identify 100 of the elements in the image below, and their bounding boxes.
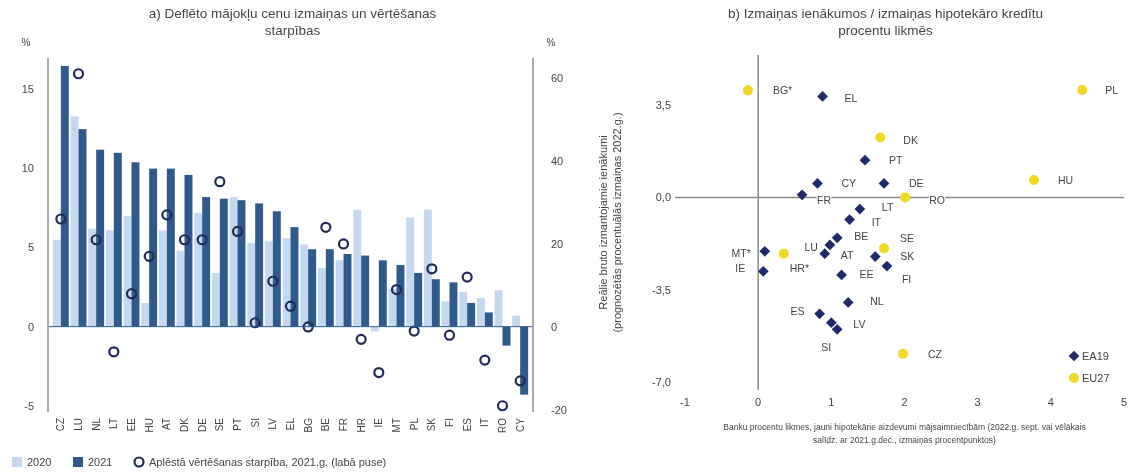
x-tick-label: SI xyxy=(249,418,261,428)
point xyxy=(1077,85,1088,96)
point xyxy=(496,400,509,412)
x-tick-label: 0 xyxy=(755,396,762,408)
x-tick-label: CY xyxy=(514,417,526,432)
point xyxy=(881,260,893,272)
x-tick-label: HU xyxy=(143,418,155,433)
point xyxy=(759,245,771,257)
y-tick-label: 3,5 xyxy=(655,99,671,112)
bar xyxy=(123,216,132,327)
bar xyxy=(476,298,485,327)
x-tick-label: DE xyxy=(196,417,208,432)
annotation: BG* xyxy=(772,84,793,97)
x-tick-label: CZ xyxy=(55,418,67,432)
bar xyxy=(70,116,79,327)
y2-tick-label: 60 xyxy=(551,71,564,84)
point xyxy=(869,251,881,262)
point xyxy=(844,214,855,225)
point xyxy=(854,203,866,215)
y-axis-title: Reālie bruto izmantojamie ienākumi (prognozētās procentuālās izmaiņas 2022.g.) xyxy=(597,112,623,333)
annotation: PT xyxy=(888,153,903,166)
y2-tick-label: 20 xyxy=(551,237,564,250)
bar xyxy=(247,242,256,327)
annotation: SI xyxy=(821,341,832,354)
x-tick-label: DK xyxy=(179,417,190,432)
bar xyxy=(264,241,273,327)
y-tick-label: -3,5 xyxy=(652,283,671,296)
x-axis-title: Banku procentu likmes, jauni hipotekārie aizdevumi mājsaimniecībām (2022.g. sept. vai vēlākais salīdz. ar 2021.g.dec., izmaiņas procentpunktos) xyxy=(723,422,1086,445)
point xyxy=(72,68,85,80)
bar xyxy=(317,268,326,327)
bar xyxy=(388,288,397,327)
x-tick-label: FR xyxy=(338,418,349,432)
x-tick-label: 3 xyxy=(974,396,981,408)
bar xyxy=(423,209,432,327)
x-tick-label: BE xyxy=(320,417,332,432)
x-tick-label: SE xyxy=(214,417,226,432)
x-tick-label: RO xyxy=(497,417,508,433)
y-tick-label: -7,0 xyxy=(652,376,671,389)
bar xyxy=(494,290,503,327)
annotation: IT xyxy=(871,216,882,229)
point xyxy=(125,288,138,300)
x-tick-label: 1 xyxy=(828,396,835,408)
annotation: PL xyxy=(1105,83,1119,96)
y2-tick-label: 40 xyxy=(551,154,564,167)
legend-label: 2020 xyxy=(27,455,52,468)
y-tick-label: 5 xyxy=(27,241,34,254)
point xyxy=(824,239,836,251)
point xyxy=(879,243,890,254)
x-tick-label: PT xyxy=(232,418,243,431)
annotation: SE xyxy=(900,232,915,245)
annotation: DK xyxy=(903,134,918,147)
point xyxy=(443,329,456,341)
x-tick-label: SK xyxy=(426,417,438,432)
point xyxy=(900,192,911,203)
point xyxy=(426,263,438,275)
annotation: LT xyxy=(881,200,894,213)
point xyxy=(161,209,173,221)
annotation: RO xyxy=(929,194,945,207)
annotation: LU xyxy=(804,240,818,253)
bar xyxy=(229,197,238,327)
point xyxy=(355,333,367,345)
point xyxy=(814,308,825,320)
point xyxy=(479,354,491,366)
point xyxy=(831,232,843,244)
annotation: ES xyxy=(790,305,805,318)
annotation: EE xyxy=(859,267,874,280)
point xyxy=(196,234,208,246)
bar xyxy=(353,209,362,327)
point xyxy=(742,85,753,96)
x-tick-label: 5 xyxy=(1120,396,1128,408)
bar xyxy=(300,244,309,327)
x-tick-label: BG xyxy=(302,417,314,433)
bar xyxy=(141,302,150,327)
y2-tick-label: -20 xyxy=(551,403,567,416)
point xyxy=(859,154,871,166)
y-tick-label: 15 xyxy=(21,83,34,96)
annotation: IE xyxy=(735,261,746,274)
bar xyxy=(52,239,61,327)
y-tick-label: -5 xyxy=(24,399,34,412)
chart-title: b) Izmaiņas ienākumos / izmaiņas hipotekāro kredītu procentu likmēs xyxy=(727,6,1044,38)
point xyxy=(337,238,350,250)
x-tick-label: LU xyxy=(73,418,84,431)
x-tick-label: FI xyxy=(444,418,455,427)
point xyxy=(898,348,909,359)
point xyxy=(143,250,155,262)
x-tick-label: LT xyxy=(108,418,120,429)
x-tick-label: -1 xyxy=(680,396,690,408)
point xyxy=(842,297,854,308)
annotation: FR xyxy=(817,194,832,207)
point xyxy=(408,325,420,337)
x-tick-label: 2 xyxy=(901,396,908,408)
bar xyxy=(158,230,167,327)
point xyxy=(284,300,297,312)
x-tick-label: NL xyxy=(90,417,102,431)
point xyxy=(231,225,244,238)
point xyxy=(875,132,886,143)
bar xyxy=(441,301,450,327)
annotation: HR* xyxy=(789,262,810,275)
annotation: EL xyxy=(844,92,858,105)
point xyxy=(1029,175,1040,186)
